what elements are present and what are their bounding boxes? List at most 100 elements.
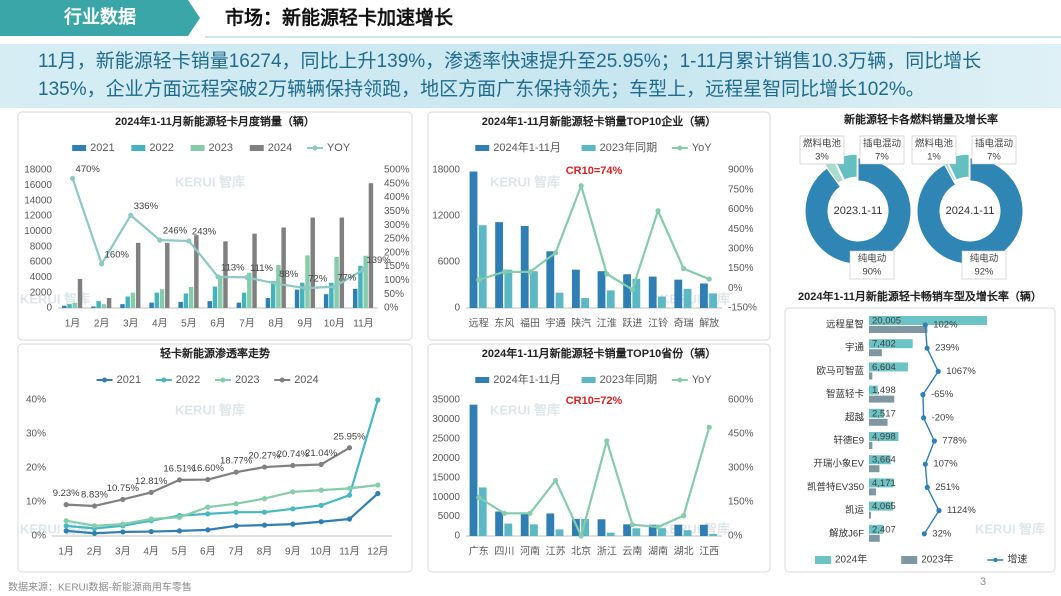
bar — [571, 269, 580, 308]
bar — [709, 293, 718, 308]
series-point — [331, 284, 337, 290]
bar — [281, 227, 286, 308]
x-tick-label: 浙江 — [597, 546, 617, 558]
section-label: 行业数据 — [63, 6, 136, 27]
bar — [869, 465, 880, 473]
watermark: KERUI 智库 — [20, 521, 90, 536]
slice-value: 90% — [862, 267, 882, 278]
bar — [546, 251, 555, 308]
watermark: KERUI 智库 — [660, 521, 730, 536]
bar — [183, 293, 189, 308]
x-tick-label: 湖南 — [648, 545, 668, 558]
y2-tick-label: 350% — [384, 206, 410, 217]
y-tick-label: 15000 — [432, 472, 460, 483]
series-point — [273, 281, 279, 287]
series-point — [476, 494, 482, 501]
growth-point — [931, 438, 937, 444]
series-point — [290, 521, 296, 527]
series-point — [318, 519, 324, 525]
label-box — [849, 250, 895, 280]
y2-tick-label: -150% — [728, 303, 757, 314]
data-label: 336% — [134, 201, 159, 212]
bar — [658, 528, 666, 536]
slide-title: 市场：新能源轻卡加速增长 — [225, 6, 454, 29]
bar — [606, 532, 615, 536]
series-point — [290, 506, 296, 512]
series-point — [63, 523, 69, 529]
x-tick-label: 1月 — [58, 546, 74, 558]
bar — [504, 269, 513, 308]
y2-tick-label: 600% — [728, 395, 754, 406]
y2-tick-label: 150% — [728, 263, 754, 274]
bar — [125, 296, 130, 308]
y-tick-label: 12000 — [24, 211, 52, 222]
x-tick-label: 4月 — [152, 318, 168, 330]
bar — [869, 455, 891, 465]
series-point — [176, 528, 183, 534]
x-tick-label: 北京 — [571, 545, 591, 558]
bar — [469, 171, 478, 308]
x-tick-label: 广东 — [469, 545, 489, 558]
legend-label: 2023年同期 — [600, 140, 657, 154]
bar — [869, 511, 871, 519]
series-point — [706, 276, 712, 282]
bar — [504, 523, 513, 536]
bar — [648, 276, 657, 308]
growth-label: 239% — [935, 343, 960, 354]
y2-tick-label: 300% — [728, 463, 754, 474]
annotation: CR10=74% — [566, 165, 623, 177]
y-tick-label: 18000 — [24, 165, 52, 176]
x-tick-label: 11月 — [339, 546, 359, 558]
y-tick-label: 40% — [26, 395, 46, 406]
legend-label: 2024 — [294, 374, 318, 386]
series-point — [99, 261, 105, 267]
data-label: 6,604 — [872, 362, 896, 373]
x-tick-label: 河南 — [520, 545, 540, 558]
y2-tick-label: 0% — [728, 283, 743, 294]
category-label: 凯运 — [845, 504, 865, 516]
bar — [869, 524, 884, 534]
bar — [218, 276, 223, 308]
x-tick-label: 4月 — [143, 546, 159, 558]
bar — [555, 529, 564, 536]
data-label: 20.74% — [277, 449, 310, 460]
x-tick-label: 1月 — [65, 318, 81, 330]
series-point — [63, 518, 69, 524]
category-label: 解放J6F — [829, 527, 864, 539]
series-point — [148, 489, 154, 496]
y-tick-label: 10% — [26, 497, 46, 508]
x-tick-label: 11月 — [353, 318, 373, 330]
source-note: 数据来源：KERUI数据-新能源商用车零售 — [8, 581, 192, 594]
series-point — [375, 397, 381, 403]
y-tick-label: 8000 — [30, 241, 53, 252]
bar — [546, 513, 555, 536]
slice-name: 纯电动 — [970, 253, 999, 265]
data-label: 20.27% — [248, 451, 281, 462]
series-point — [91, 523, 98, 529]
bar — [869, 501, 893, 511]
y2-tick-label: 300% — [384, 220, 410, 231]
bar — [869, 362, 908, 372]
bar — [207, 301, 212, 308]
growth-label: 102% — [933, 320, 958, 331]
series-point — [120, 496, 126, 503]
data-label: 160% — [105, 249, 130, 260]
y2-tick-label: 50% — [384, 289, 404, 300]
bar — [581, 518, 590, 536]
x-tick-label: 8月 — [268, 318, 284, 330]
growth-label: 107% — [933, 459, 958, 470]
x-tick-label: 福田 — [520, 317, 540, 330]
x-tick-label: 四川 — [494, 547, 514, 558]
series-point — [346, 516, 353, 522]
category-label: 宇通 — [845, 342, 865, 354]
bar — [606, 290, 615, 308]
y2-tick-label: 500% — [384, 165, 410, 176]
x-tick-label: 2月 — [87, 546, 103, 558]
x-tick-label: 江铃 — [648, 317, 668, 330]
series-point — [578, 183, 584, 189]
y-tick-label: 6000 — [30, 257, 53, 268]
x-tick-label: 跃进 — [622, 318, 642, 330]
growth-label: -65% — [931, 389, 954, 400]
legend-label: 2023年 — [921, 553, 953, 566]
bar — [869, 488, 877, 496]
